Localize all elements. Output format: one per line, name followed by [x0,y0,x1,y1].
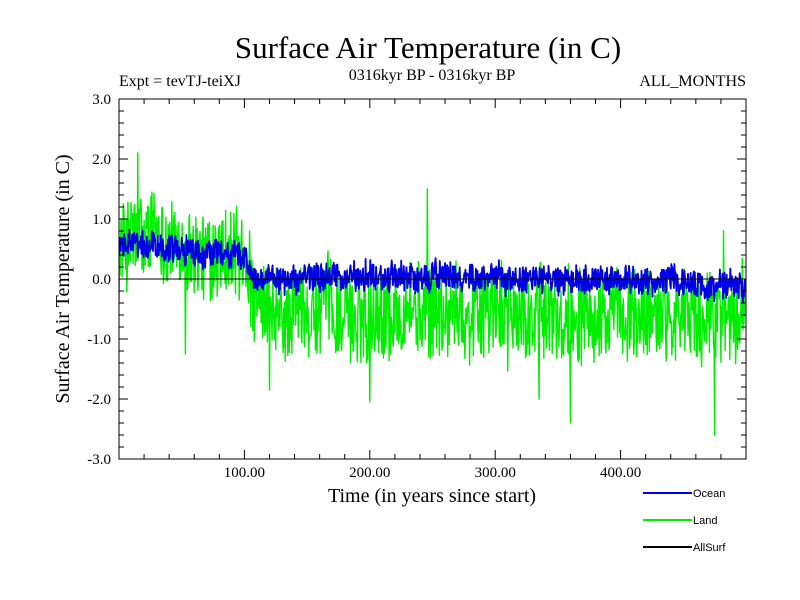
subtitle-period: 0316kyr BP - 0316kyr BP [349,67,516,84]
x-tick-label: 300.00 [475,465,516,481]
x-tick-label: 100.00 [224,465,265,481]
legend-label-land: Land [693,515,717,527]
subtitle-months: ALL_MONTHS [639,73,746,90]
chart-title: Surface Air Temperature (in C) [235,30,621,65]
legend-label-allsurf: AllSurf [693,542,726,554]
legend-label-ocean: Ocean [693,488,725,500]
plot-area [119,152,746,436]
series-line-ocean [119,228,746,304]
x-tick-label: 200.00 [349,465,390,481]
subtitle-experiment: Expt = tevTJ-teiXJ [119,73,241,90]
y-tick-label: -2.0 [87,392,111,408]
y-tick-label: 3.0 [92,92,111,108]
y-tick-label: -3.0 [87,452,111,468]
legend: Ocean Land AllSurf [643,488,726,554]
series-layer [119,152,746,436]
y-tick-label: 0.0 [92,272,111,288]
x-axis-label: Time (in years since start) [328,485,536,507]
y-tick-label: -1.0 [87,332,111,348]
y-tick-label: 1.0 [92,212,111,228]
y-axis-label: Surface Air Temperature (in C) [52,154,74,403]
axes-layer: 100.00 200.00 300.00 400.00 -3.0 -2.0 -1.0 0.0 1… [87,92,747,481]
x-tick-label: 400.00 [600,465,641,481]
y-tick-label: 2.0 [92,152,111,168]
